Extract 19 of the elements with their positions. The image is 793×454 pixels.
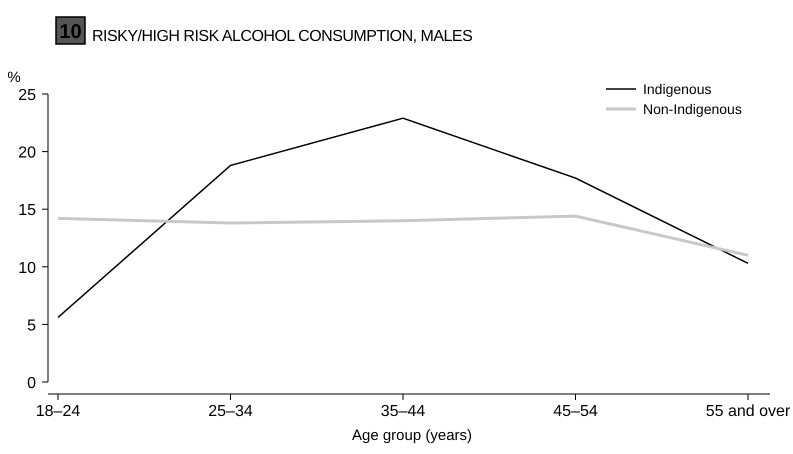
x-tick-label: 25–34 <box>208 403 253 420</box>
x-tick-label: 18–24 <box>36 403 80 420</box>
line-series <box>56 214 750 257</box>
y-tick-label: 25 <box>18 87 36 104</box>
y-tick-label: 15 <box>18 202 36 220</box>
y-tick-label: 5 <box>27 317 36 334</box>
y-tick-label: 0 <box>27 375 36 392</box>
x-tick-label: 35–44 <box>380 403 426 420</box>
y-tick-label: 10 <box>18 260 36 277</box>
line-series <box>57 117 749 318</box>
y-tick-label: 20 <box>18 144 36 162</box>
text: 10 <box>59 21 82 43</box>
x-axis-title: Age group (years) <box>352 427 472 444</box>
legend-label: Non-Indigenous <box>643 101 742 117</box>
legend-label: Indigenous <box>643 81 712 97</box>
x-tick-label: 55 and over <box>706 403 791 420</box>
y-axis-title: % <box>7 69 21 86</box>
chart-title: RISKY/HIGH RISK ALCOHOL CONSUMPTION, MALES <box>92 28 472 45</box>
x-tick-label: 45–54 <box>553 403 598 420</box>
